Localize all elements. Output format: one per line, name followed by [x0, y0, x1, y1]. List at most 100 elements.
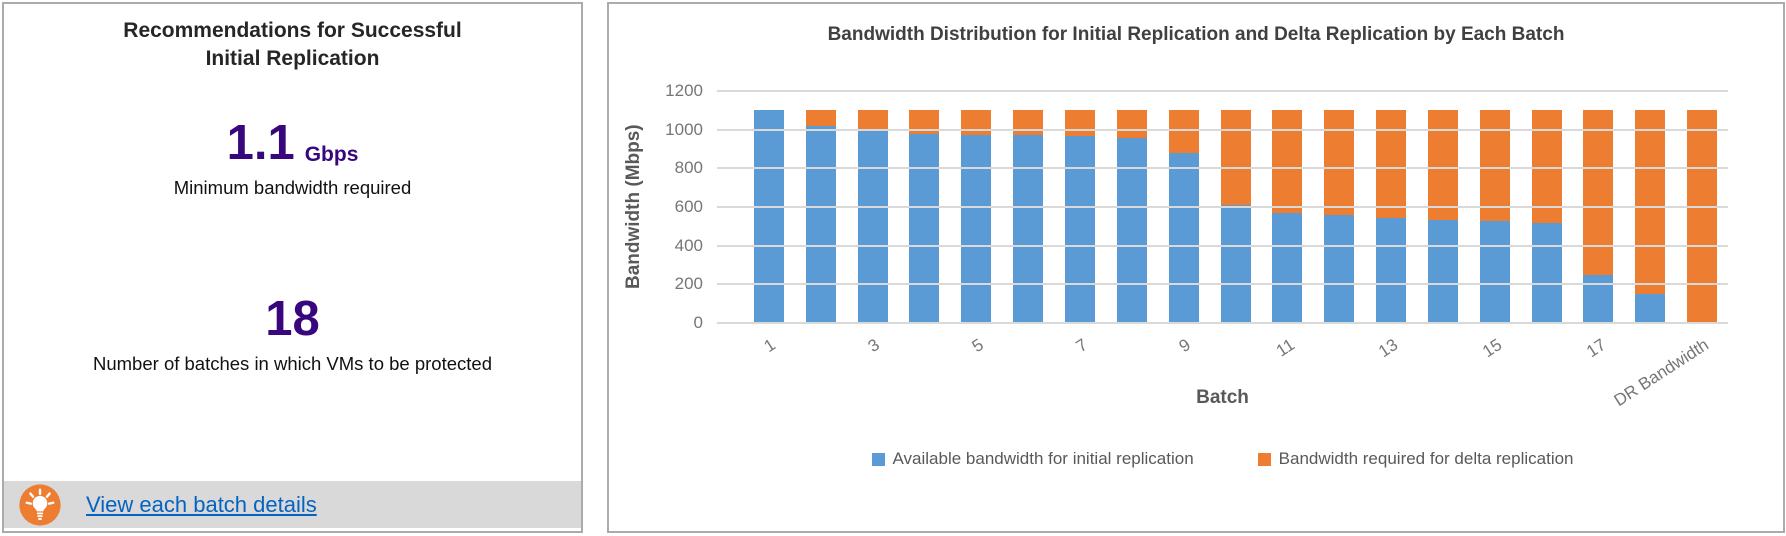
bar-segment — [909, 133, 940, 323]
x-tick-slot: 11 — [1261, 323, 1313, 385]
bar-batch-2 — [805, 110, 836, 323]
panel-title-line1: Recommendations for Successful — [123, 19, 462, 42]
bar-batch-12 — [1324, 110, 1355, 323]
x-tick-slot — [1002, 323, 1054, 385]
bar-batch-1 — [753, 110, 784, 323]
bar-segment — [1583, 110, 1614, 275]
x-tick-slot — [1521, 323, 1573, 385]
bar-slot — [1158, 110, 1210, 323]
x-tick-slot — [1417, 323, 1469, 385]
chart-title: Bandwidth Distribution for Initial Repli… — [827, 24, 1565, 45]
x-tick-slot: DR Bandwidth — [1611, 323, 1728, 410]
bar-segment — [1064, 110, 1095, 137]
legend-item: Bandwidth required for delta replication — [1257, 449, 1574, 469]
panel-title-line2: Initial Replication — [205, 47, 380, 70]
bar-slot — [1676, 110, 1728, 323]
bar-slot — [847, 110, 899, 323]
bar-batch-14 — [1427, 110, 1458, 323]
x-tick-slot — [795, 323, 847, 385]
bar-segment — [1583, 274, 1614, 323]
bar-slot — [1106, 110, 1158, 323]
bar-segment — [1013, 110, 1044, 136]
batches-value: 18 — [265, 292, 320, 346]
x-tick-label: 17 — [1582, 335, 1609, 362]
bar-batch-9 — [1168, 110, 1199, 323]
bar-segment — [1479, 110, 1510, 221]
bandwidth-value: 1.1 — [226, 116, 295, 170]
gridline — [717, 90, 1728, 92]
x-tick-label: 11 — [1272, 335, 1298, 361]
bar-slot — [1054, 110, 1106, 323]
y-axis-ticks: 0 200 400 600 800 1000 1200 — [645, 81, 709, 332]
bar-segment — [805, 125, 836, 323]
y-tick-label: 1000 — [665, 119, 703, 139]
bar-batch-8 — [1116, 110, 1147, 323]
legend-label: Bandwidth required for delta replication — [1278, 449, 1574, 468]
bar-batch-4 — [909, 110, 940, 323]
bar-batch-3 — [857, 110, 888, 323]
bar-batch-DR Bandwidth — [1687, 110, 1718, 323]
x-tick-slot: 7 — [1054, 323, 1106, 385]
y-tick-label: 1200 — [665, 81, 703, 100]
lightbulb-icon — [19, 483, 61, 526]
x-tick-label: 13 — [1375, 335, 1402, 362]
chart-area: Bandwidth (Mbps) 0 200 400 600 800 1000 1200 1… — [609, 81, 1783, 469]
bar-slot — [1365, 110, 1417, 323]
x-tick-slot: 1 — [743, 323, 795, 385]
bar-segment — [857, 110, 888, 130]
bar-batch-5 — [961, 110, 992, 323]
legend-item: Available bandwidth for initial replicat… — [871, 449, 1194, 469]
bar-segment — [1116, 110, 1147, 139]
bar-segment — [961, 134, 992, 323]
bar-segment — [1376, 110, 1407, 218]
bar-slot — [795, 110, 847, 323]
batches-caption: Number of batches in which VMs to be pro… — [93, 353, 492, 374]
x-tick-label: 1 — [760, 335, 780, 357]
legend-swatch-icon — [1257, 452, 1271, 466]
gridline — [717, 283, 1728, 286]
y-tick-label: 600 — [674, 197, 703, 216]
bar-segment — [1272, 212, 1303, 323]
bar-segment — [1531, 223, 1562, 323]
bar-segment — [1168, 110, 1199, 153]
recommendations-panel: Recommendations for Successful Initial R… — [2, 2, 583, 533]
bar-slot — [1521, 110, 1573, 323]
bandwidth-unit: Gbps — [304, 143, 359, 166]
x-tick-slot — [1210, 323, 1262, 385]
bar-slot — [1417, 110, 1469, 323]
x-tick-slot — [1313, 323, 1365, 385]
batches-metric: 18 — [4, 295, 581, 344]
bar-segment — [1376, 217, 1407, 323]
bar-segment — [1324, 214, 1355, 323]
bar-slot — [1210, 110, 1262, 323]
x-tick-slot: 15 — [1469, 323, 1521, 385]
panel-title: Recommendations for Successful Initial R… — [4, 17, 581, 73]
bar-batch-16 — [1531, 110, 1562, 323]
view-batch-details-link[interactable]: View each batch details — [86, 491, 317, 517]
x-tick-slot: 13 — [1365, 323, 1417, 385]
x-axis-labels: 1 3 5 7 9 11 13 15 17 DR Bandwidth — [717, 323, 1728, 410]
x-tick-label: 7 — [1072, 335, 1091, 357]
gridline — [717, 128, 1728, 131]
bar-slot — [1002, 110, 1054, 323]
bar-segment — [1013, 135, 1044, 323]
bar-segment — [1220, 110, 1251, 206]
bar-segment — [1220, 205, 1251, 323]
x-tick-slot: 17 — [1573, 323, 1625, 385]
bar-slot — [1469, 110, 1521, 323]
bandwidth-metric: 1.1 Gbps — [4, 119, 581, 168]
bandwidth-caption: Minimum bandwidth required — [173, 177, 412, 198]
x-tick-slot: 5 — [950, 323, 1002, 385]
bar-slot — [1624, 110, 1676, 323]
gridline — [717, 167, 1728, 170]
bar-segment — [961, 110, 992, 135]
x-tick-label: 3 — [864, 335, 883, 357]
x-tick-slot — [1106, 323, 1158, 385]
bar-batch-6 — [1013, 110, 1044, 323]
bar-segment — [753, 110, 784, 323]
bar-segment — [1168, 152, 1199, 323]
chart-panel: Bandwidth Distribution for Initial Repli… — [607, 2, 1785, 533]
bar-batch-18 — [1635, 110, 1666, 323]
x-tick-label: 5 — [968, 335, 987, 357]
